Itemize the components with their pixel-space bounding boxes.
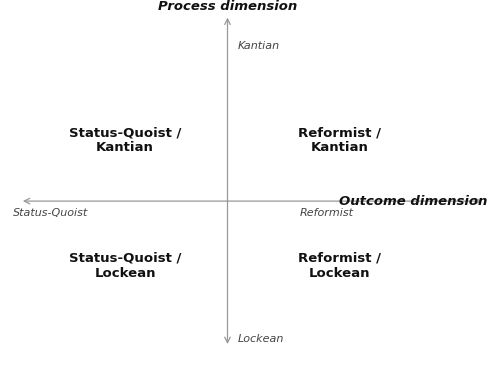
Text: Kantian: Kantian <box>238 41 280 51</box>
Text: Reformist /
Kantian: Reformist / Kantian <box>298 126 382 154</box>
Text: Reformist /
Lockean: Reformist / Lockean <box>298 252 382 280</box>
Text: Process dimension: Process dimension <box>158 0 297 13</box>
Text: Reformist: Reformist <box>300 208 354 218</box>
Text: Lockean: Lockean <box>238 334 284 345</box>
Text: Status-Quoist: Status-Quoist <box>12 208 88 218</box>
Text: Outcome dimension: Outcome dimension <box>339 194 488 208</box>
Text: Status-Quoist /
Lockean: Status-Quoist / Lockean <box>69 252 181 280</box>
Text: Status-Quoist /
Kantian: Status-Quoist / Kantian <box>69 126 181 154</box>
